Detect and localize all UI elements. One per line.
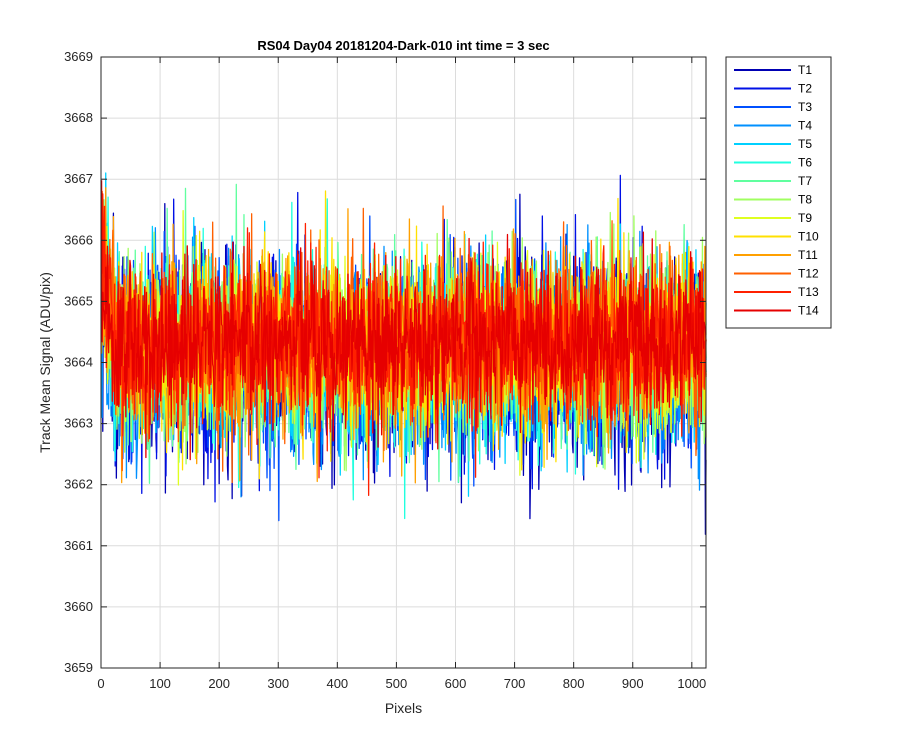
legend-label-t4: T4 [798,119,812,133]
legend-label-t5: T5 [798,137,812,151]
y-tick-label: 3660 [64,599,93,614]
legend-label-t13: T13 [798,285,819,299]
legend-label-t11: T11 [798,248,818,262]
series-line-t14 [100,180,707,461]
y-tick-label: 3666 [64,232,93,247]
y-tick-label: 3667 [64,171,93,186]
y-tick-label: 3668 [64,110,93,125]
y-tick-label: 3665 [64,293,93,308]
chart-title: RS04 Day04 20181204-Dark-010 int time = … [257,38,549,53]
legend: T1 T2 T3 T4 T5 T6 T7 T8 T9 T10 T11 T12 T13 T14 [725,56,832,329]
x-tick-label: 400 [326,676,348,691]
legend-label-t14: T14 [798,304,819,318]
x-tick-label: 200 [208,676,230,691]
x-tick-label: 700 [504,676,526,691]
legend-label-t3: T3 [798,100,812,114]
y-tick-label: 3663 [64,416,93,431]
y-tick-label: 3661 [64,538,93,553]
legend-label-t8: T8 [798,193,812,207]
legend-label-t1: T1 [798,63,812,77]
y-tick-label: 3659 [64,660,93,675]
legend-label-t2: T2 [798,82,812,96]
y-tick-label: 3664 [64,355,93,370]
y-tick-label: 3662 [64,477,93,492]
x-tick-label: 300 [267,676,289,691]
x-tick-label: 100 [149,676,171,691]
legend-label-t9: T9 [798,211,812,225]
x-axis-label: Pixels [385,700,422,716]
axis-ticks: 0 100 200 300 400 500 600 700 800 900 1000 3659 3660… [64,49,706,691]
series-line-t13 [101,193,707,497]
x-tick-label: 900 [622,676,644,691]
legend-label-t6: T6 [798,156,812,170]
y-tick-label: 3669 [64,49,93,64]
legend-label-t7: T7 [798,174,812,188]
x-tick-label: 1000 [677,676,706,691]
legend-label-t10: T10 [798,230,819,244]
x-tick-label: 800 [563,676,585,691]
series-layer [100,172,707,535]
x-tick-label: 500 [386,676,408,691]
legend-label-t12: T12 [798,267,819,281]
x-tick-label: 0 [97,676,104,691]
y-axis-label: Track Mean Signal (ADU/pix) [37,272,53,453]
legend-box [725,56,832,329]
x-tick-label: 600 [445,676,467,691]
